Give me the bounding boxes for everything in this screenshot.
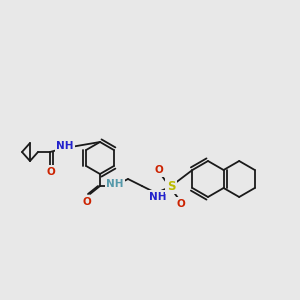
Text: O: O: [46, 167, 56, 177]
Text: NH: NH: [149, 192, 167, 202]
Text: NH: NH: [106, 179, 124, 189]
Text: S: S: [167, 179, 175, 193]
Text: O: O: [82, 197, 91, 207]
Text: O: O: [177, 199, 185, 209]
Text: NH: NH: [56, 141, 74, 151]
Text: O: O: [154, 165, 164, 175]
